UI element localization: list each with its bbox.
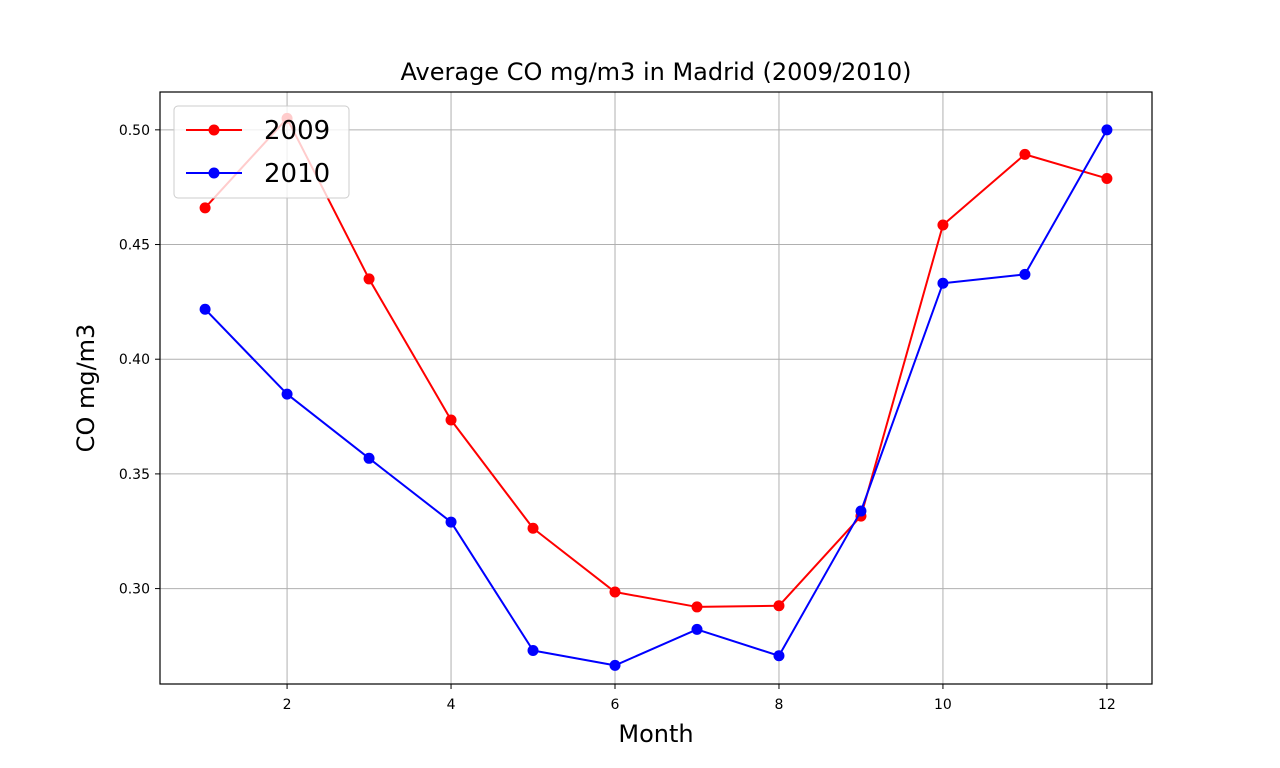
data-point-2010 [281,388,293,400]
data-point-2009 [527,522,539,534]
x-tick-label: 4 [447,697,456,713]
y-axis-label: CO mg/m3 [72,324,100,453]
x-axis-label: Month [618,720,693,748]
data-point-2009 [691,601,703,613]
data-point-2009 [1019,148,1031,160]
x-tick-label: 2 [283,697,292,713]
legend-marker-2010 [208,167,220,179]
series-layer [199,112,1113,671]
data-point-2010 [937,277,949,289]
data-point-2010 [1019,268,1031,280]
data-point-2009 [363,273,375,285]
data-point-2009 [445,414,457,426]
data-point-2009 [1101,172,1113,184]
chart-title: Average CO mg/m3 in Madrid (2009/2010) [401,58,912,86]
legend-marker-2009 [208,124,220,136]
y-tick-label: 0.35 [119,467,150,483]
y-tick-label: 0.40 [119,352,150,368]
y-tick-label: 0.50 [119,123,150,139]
data-point-2010 [609,659,621,671]
y-tick-label: 0.45 [119,238,150,254]
data-point-2010 [363,452,375,464]
data-point-2009 [199,202,211,214]
series-line-2009 [204,117,1108,608]
data-point-2009 [937,219,949,231]
series-line-2010 [204,129,1108,667]
axes-frame [159,91,1153,685]
data-point-2010 [1101,124,1113,136]
x-tick-label: 8 [775,697,784,713]
data-point-2009 [609,586,621,598]
data-point-2010 [855,505,867,517]
legend: 2009 2010 [173,105,350,199]
data-point-2010 [199,303,211,315]
ticks: 2 4 6 8 10 12 0.30 0.35 0.40 0.45 0.50 [119,123,1116,713]
data-point-2009 [773,600,785,612]
legend-label-2010: 2010 [264,159,330,189]
data-point-2010 [527,645,539,657]
data-point-2010 [691,623,703,635]
data-point-2010 [773,650,785,662]
x-tick-label: 12 [1098,697,1116,713]
y-tick-label: 0.30 [119,582,150,598]
x-tick-label: 10 [934,697,952,713]
x-tick-label: 6 [611,697,620,713]
legend-label-2009: 2009 [264,116,330,146]
data-point-2010 [445,516,457,528]
